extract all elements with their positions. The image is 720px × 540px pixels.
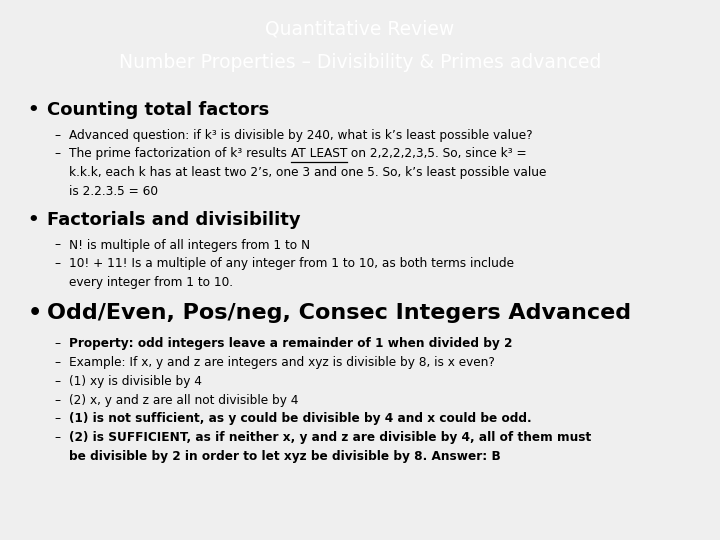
Text: (1) is not sufficient, as y could be divisible by 4 and x could be odd.: (1) is not sufficient, as y could be div… bbox=[69, 413, 532, 426]
Text: is 2.2.3.5 = 60: is 2.2.3.5 = 60 bbox=[69, 185, 158, 198]
Text: •: • bbox=[27, 303, 42, 323]
Text: –: – bbox=[54, 394, 60, 407]
Text: •: • bbox=[27, 100, 39, 119]
Text: AT LEAST: AT LEAST bbox=[291, 147, 347, 160]
Text: every integer from 1 to 10.: every integer from 1 to 10. bbox=[69, 276, 233, 289]
Text: –: – bbox=[54, 431, 60, 444]
Text: (1) xy is divisible by 4: (1) xy is divisible by 4 bbox=[69, 375, 202, 388]
Text: –: – bbox=[54, 413, 60, 426]
Text: –: – bbox=[54, 147, 60, 160]
Text: –: – bbox=[54, 338, 60, 350]
Text: (2) is SUFFICIENT, as if neither x, y and z are divisible by 4, all of them must: (2) is SUFFICIENT, as if neither x, y an… bbox=[69, 431, 591, 444]
Text: on 2,2,2,2,3,5. So, since k³ =: on 2,2,2,2,3,5. So, since k³ = bbox=[347, 147, 527, 160]
Text: Property: odd integers leave a remainder of 1 when divided by 2: Property: odd integers leave a remainder… bbox=[69, 338, 513, 350]
Text: The prime factorization of k³ results: The prime factorization of k³ results bbox=[69, 147, 291, 160]
Text: be divisible by 2 in order to let xyz be divisible by 8. Answer: B: be divisible by 2 in order to let xyz be… bbox=[69, 450, 501, 463]
Text: k.k.k, each k has at least two 2’s, one 3 and one 5. So, k’s least possible valu: k.k.k, each k has at least two 2’s, one … bbox=[69, 166, 546, 179]
Text: N! is multiple of all integers from 1 to N: N! is multiple of all integers from 1 to… bbox=[69, 239, 310, 252]
Text: Counting total factors: Counting total factors bbox=[47, 100, 269, 119]
Text: 10! + 11! Is a multiple of any integer from 1 to 10, as both terms include: 10! + 11! Is a multiple of any integer f… bbox=[69, 257, 514, 270]
Text: Advanced question: if k³ is divisible by 240, what is k’s least possible value?: Advanced question: if k³ is divisible by… bbox=[69, 129, 533, 141]
Text: –: – bbox=[54, 356, 60, 369]
Text: –: – bbox=[54, 129, 60, 141]
Text: –: – bbox=[54, 257, 60, 270]
Text: Quantitative Review: Quantitative Review bbox=[266, 19, 454, 38]
Text: Example: If x, y and z are integers and xyz is divisible by 8, is x even?: Example: If x, y and z are integers and … bbox=[69, 356, 495, 369]
Text: Odd/Even, Pos/neg, Consec Integers Advanced: Odd/Even, Pos/neg, Consec Integers Advan… bbox=[47, 303, 631, 323]
Text: –: – bbox=[54, 239, 60, 252]
Text: Number Properties – Divisibility & Primes advanced: Number Properties – Divisibility & Prime… bbox=[119, 53, 601, 72]
Text: Factorials and divisibility: Factorials and divisibility bbox=[47, 211, 300, 228]
Text: –: – bbox=[54, 375, 60, 388]
Text: •: • bbox=[27, 211, 39, 228]
Text: (2) x, y and z are all not divisible by 4: (2) x, y and z are all not divisible by … bbox=[69, 394, 299, 407]
